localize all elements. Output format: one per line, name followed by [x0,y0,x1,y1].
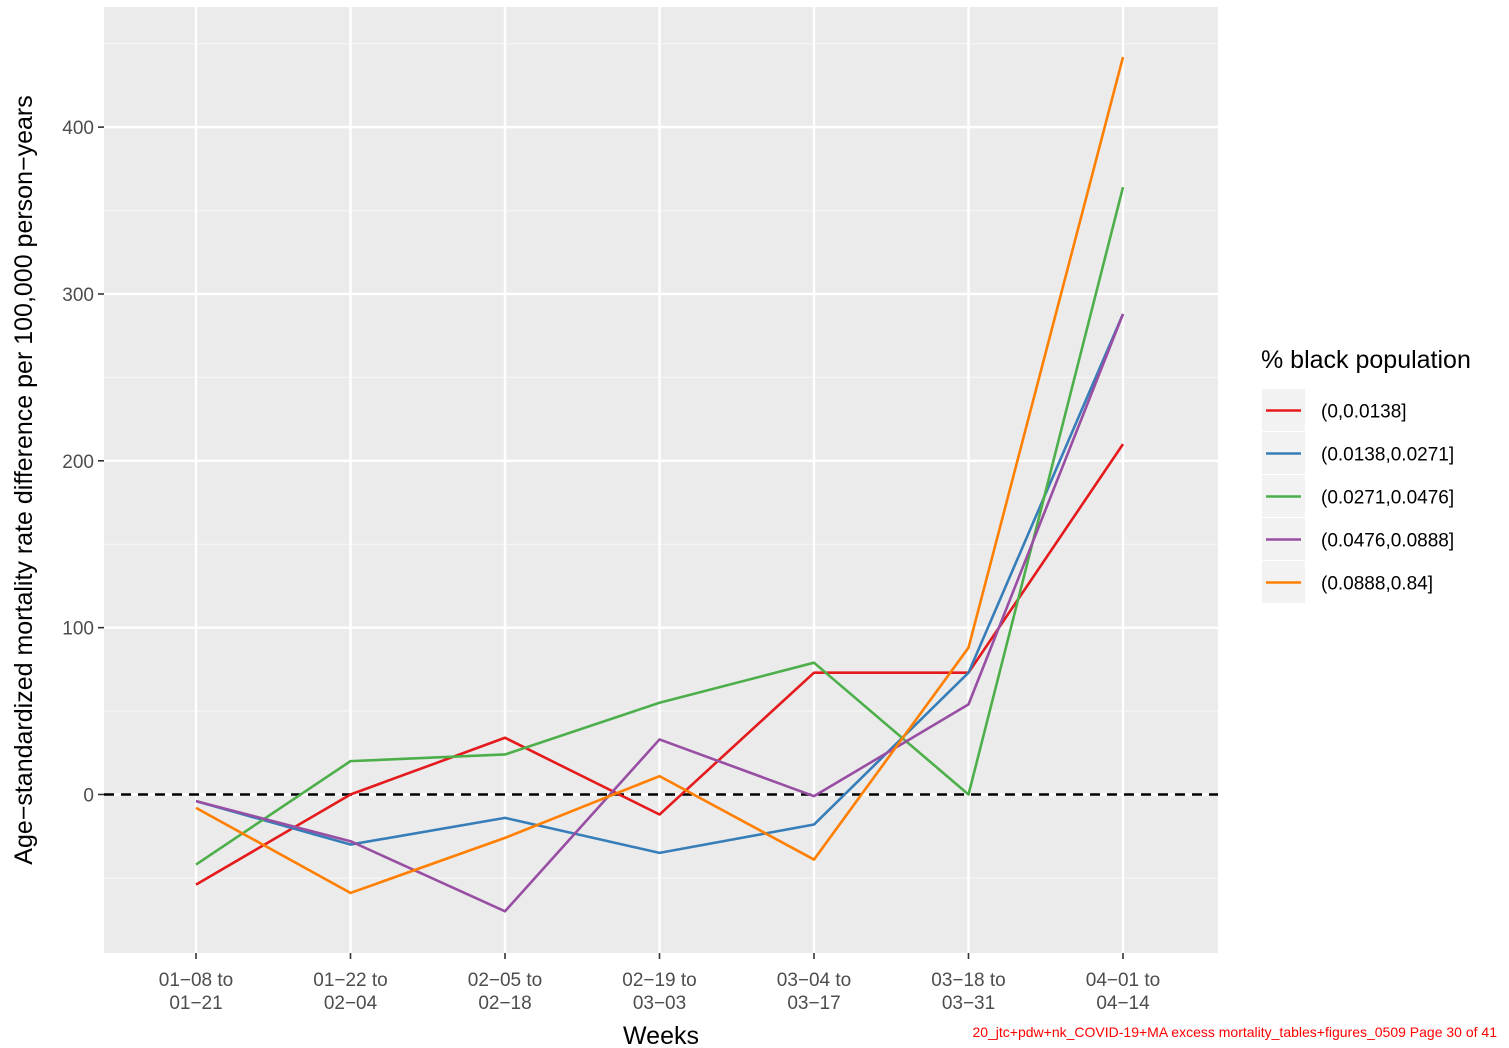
grid-minor [104,43,1218,879]
y-tick-label: 400 [62,118,94,139]
series-line-2 [195,313,1125,855]
y-tick-label: 100 [62,619,94,640]
legend-label: (0,0.0138] [1321,402,1407,423]
x-tick-label: 01−08 to 01−21 [159,970,234,1014]
legend-label: (0.0888,0.84] [1321,574,1433,595]
y-tick-label: 300 [62,285,94,306]
x-tick-label: 01−22 to 02−04 [313,970,388,1014]
y-axis-title: Age−standardized mortality rate differen… [10,95,38,864]
series-line-5 [195,56,1125,895]
x-tick-label: 02−19 to 03−03 [622,970,697,1014]
legend-label: (0.0476,0.0888] [1321,531,1454,552]
legend-label: (0.0138,0.0271] [1321,445,1454,466]
x-axis-ticks: 01−08 to 01−21 01−22 to 02−04 02−05 to 02−18 0… [159,953,1161,1014]
legend: (0,0.0138] (0.0138,0.0271] (0.0271,0.0476]… [1262,389,1454,603]
series-line-4 [195,313,1125,913]
series-lines [195,56,1125,913]
grid-major [104,7,1218,953]
x-axis-title: Weeks [623,1022,699,1048]
legend-title: % black population [1261,346,1471,374]
y-tick-label: 200 [62,452,94,473]
x-tick-label: 04−01 to 04−14 [1086,970,1161,1014]
series-line-3 [195,186,1125,866]
y-tick-label: 0 [83,785,94,806]
legend-label: (0.0271,0.0476] [1321,488,1454,509]
footer-note: 20_jtc+pdw+nk_COVID-19+MA excess mortali… [972,1024,1497,1040]
x-tick-label: 02−05 to 02−18 [468,970,543,1014]
y-axis-ticks: 0 100 200 300 400 [62,118,104,806]
x-tick-label: 03−04 to 03−17 [777,970,852,1014]
x-tick-label: 03−18 to 03−31 [931,970,1006,1014]
